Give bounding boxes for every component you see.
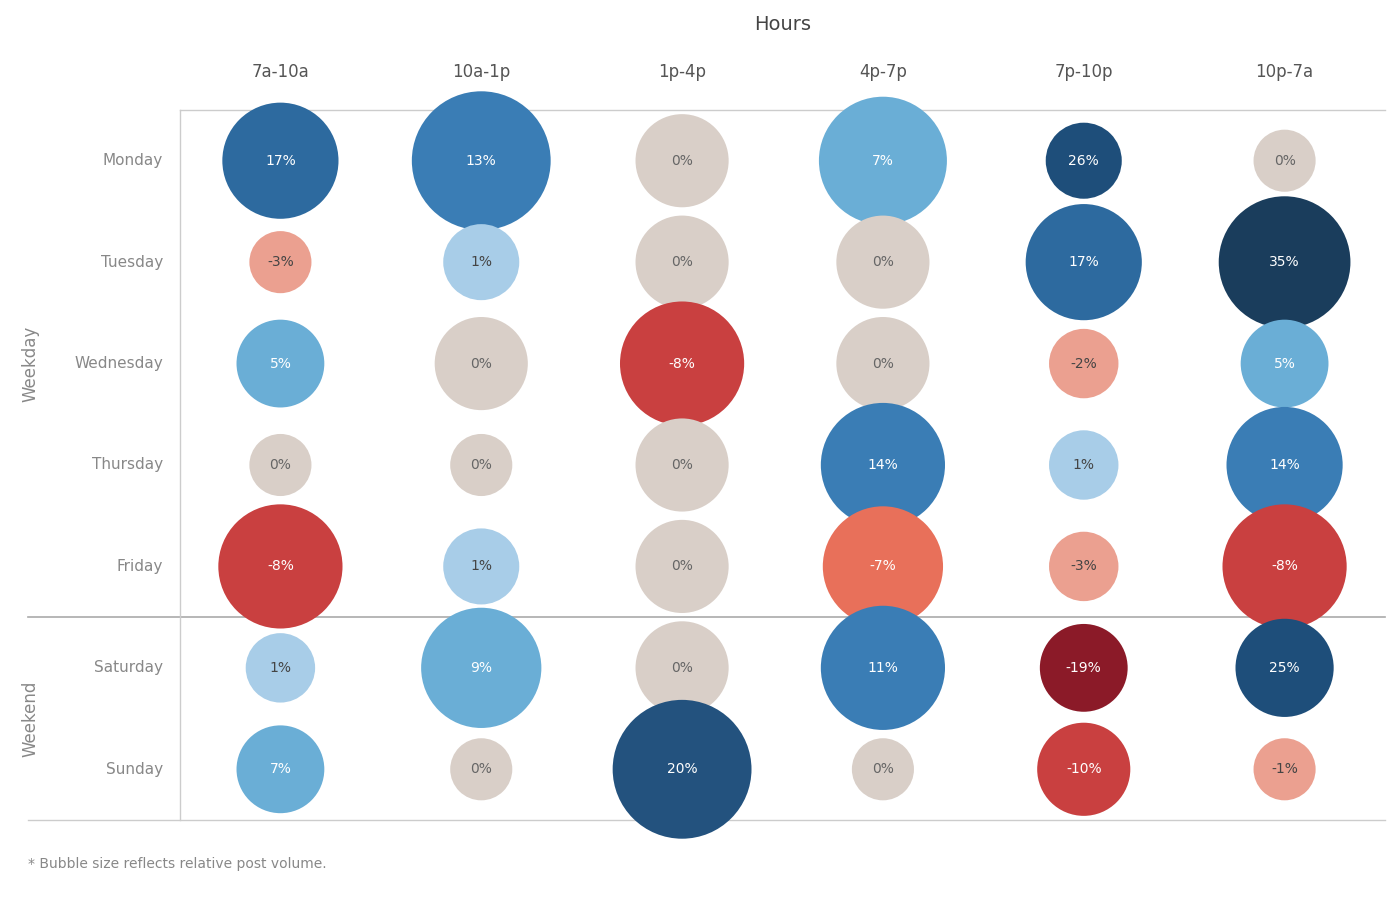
Text: 1p-4p: 1p-4p (658, 63, 706, 81)
Text: Sunday: Sunday (106, 761, 164, 777)
Text: -19%: -19% (1065, 661, 1102, 675)
Text: 1%: 1% (269, 661, 291, 675)
Text: 0%: 0% (671, 560, 693, 573)
Text: Tuesday: Tuesday (101, 255, 164, 270)
Text: 7a-10a: 7a-10a (252, 63, 309, 81)
Text: 0%: 0% (470, 762, 493, 777)
Text: 1%: 1% (470, 255, 493, 269)
Text: 0%: 0% (269, 458, 291, 472)
Text: 0%: 0% (671, 255, 693, 269)
Text: 11%: 11% (868, 661, 899, 675)
Text: 0%: 0% (671, 154, 693, 167)
Text: 25%: 25% (1270, 661, 1299, 675)
Text: Friday: Friday (116, 559, 164, 574)
Text: Weekday: Weekday (22, 326, 39, 401)
Text: 0%: 0% (671, 661, 693, 675)
Text: Saturday: Saturday (94, 661, 164, 675)
Text: 17%: 17% (265, 154, 295, 167)
Text: -8%: -8% (669, 356, 696, 371)
Text: -8%: -8% (267, 560, 294, 573)
Text: 7p-10p: 7p-10p (1054, 63, 1113, 81)
Text: 1%: 1% (470, 560, 493, 573)
Text: 0%: 0% (470, 458, 493, 472)
Text: -3%: -3% (267, 255, 294, 269)
Text: 35%: 35% (1270, 255, 1299, 269)
Text: 10p-7a: 10p-7a (1256, 63, 1313, 81)
Text: 0%: 0% (671, 458, 693, 472)
Text: * Bubble size reflects relative post volume.: * Bubble size reflects relative post vol… (28, 857, 326, 871)
Text: 9%: 9% (470, 661, 493, 675)
Text: Hours: Hours (755, 15, 811, 34)
Text: 0%: 0% (872, 255, 893, 269)
Text: 20%: 20% (666, 762, 697, 777)
Text: -1%: -1% (1271, 762, 1298, 777)
Text: 14%: 14% (868, 458, 899, 472)
Text: 17%: 17% (1068, 255, 1099, 269)
Text: 13%: 13% (466, 154, 497, 167)
Text: 14%: 14% (1270, 458, 1301, 472)
Text: -2%: -2% (1071, 356, 1098, 371)
Text: 26%: 26% (1068, 154, 1099, 167)
Text: 4p-7p: 4p-7p (860, 63, 907, 81)
Text: 5%: 5% (269, 356, 291, 371)
Text: 7%: 7% (269, 762, 291, 777)
Text: 7%: 7% (872, 154, 893, 167)
Text: Weekend: Weekend (22, 680, 39, 757)
Text: -8%: -8% (1271, 560, 1298, 573)
Text: 10a-1p: 10a-1p (452, 63, 511, 81)
Text: 0%: 0% (470, 356, 493, 371)
Text: 0%: 0% (872, 762, 893, 777)
Text: 5%: 5% (1274, 356, 1295, 371)
Text: Monday: Monday (104, 153, 164, 168)
Text: 0%: 0% (1274, 154, 1295, 167)
Text: Wednesday: Wednesday (74, 356, 164, 371)
Text: 1%: 1% (1072, 458, 1095, 472)
Text: Thursday: Thursday (92, 457, 164, 472)
Text: 0%: 0% (872, 356, 893, 371)
Text: -7%: -7% (869, 560, 896, 573)
Text: -3%: -3% (1071, 560, 1098, 573)
Text: -10%: -10% (1065, 762, 1102, 777)
